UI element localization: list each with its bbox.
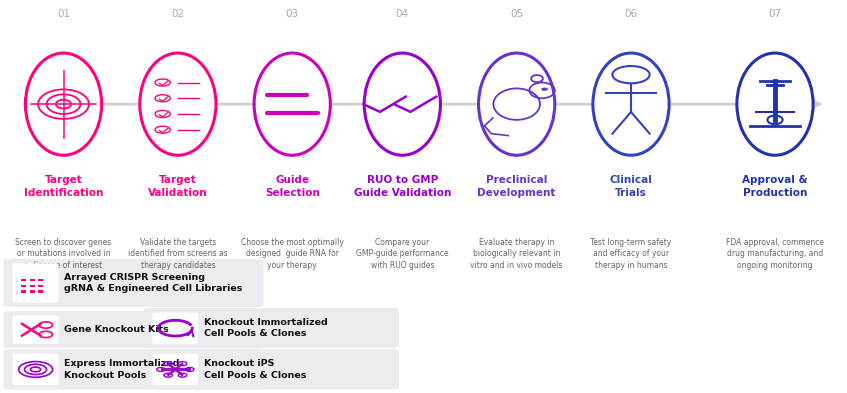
Text: Evaluate therapy in
biologically relevant in
vitro and in vivo models: Evaluate therapy in biologically relevan…	[470, 238, 563, 270]
FancyBboxPatch shape	[21, 279, 26, 281]
FancyBboxPatch shape	[3, 311, 263, 348]
Text: Clinical
Trials: Clinical Trials	[610, 175, 652, 198]
Text: Knockout iPS
Cell Pools & Clones: Knockout iPS Cell Pools & Clones	[204, 359, 307, 380]
Circle shape	[171, 367, 180, 371]
FancyBboxPatch shape	[21, 285, 26, 287]
Text: Guide
Selection: Guide Selection	[265, 175, 319, 198]
FancyBboxPatch shape	[30, 285, 35, 287]
Text: Screen to discover genes
or mutations involved in
a disease of interest: Screen to discover genes or mutations in…	[15, 238, 112, 270]
Text: Validate the targets
identified from screens as
therapy candidates: Validate the targets identified from scr…	[128, 238, 228, 270]
Text: Knockout Immortalized
Cell Pools & Clones: Knockout Immortalized Cell Pools & Clone…	[204, 318, 328, 338]
Text: Test long-term safety
and efficacy of your
therapy in humans: Test long-term safety and efficacy of yo…	[590, 238, 672, 270]
FancyBboxPatch shape	[38, 285, 43, 287]
FancyBboxPatch shape	[38, 279, 43, 281]
Ellipse shape	[141, 55, 215, 154]
Text: Gene Knockout Kits: Gene Knockout Kits	[64, 325, 169, 334]
Text: 07: 07	[768, 9, 782, 19]
Ellipse shape	[256, 55, 329, 154]
FancyBboxPatch shape	[3, 259, 263, 307]
Text: 05: 05	[510, 9, 523, 19]
FancyBboxPatch shape	[152, 354, 198, 385]
Text: 02: 02	[171, 9, 185, 19]
Text: 06: 06	[624, 9, 638, 19]
FancyBboxPatch shape	[13, 316, 58, 344]
FancyBboxPatch shape	[30, 290, 35, 293]
FancyBboxPatch shape	[143, 349, 399, 389]
Text: Compare your
GMP-guide performance
with RUO guides: Compare your GMP-guide performance with …	[356, 238, 449, 270]
Text: Express Immortalized
Knockout Pools: Express Immortalized Knockout Pools	[64, 359, 180, 380]
FancyBboxPatch shape	[152, 312, 198, 344]
Text: RUO to GMP
Guide Validation: RUO to GMP Guide Validation	[354, 175, 451, 198]
Text: 01: 01	[57, 9, 70, 19]
Text: Target
Validation: Target Validation	[148, 175, 208, 198]
FancyBboxPatch shape	[30, 279, 35, 281]
Text: 04: 04	[396, 9, 409, 19]
Circle shape	[541, 88, 548, 91]
Ellipse shape	[366, 55, 439, 154]
Text: Choose the most optimally
designed  guide RNA for
your therapy: Choose the most optimally designed guide…	[241, 238, 344, 270]
FancyBboxPatch shape	[21, 290, 26, 293]
FancyBboxPatch shape	[13, 354, 58, 385]
Text: Target
Identification: Target Identification	[24, 175, 103, 198]
Text: 03: 03	[285, 9, 299, 19]
Text: FDA approval, commence
drug manufacturing, and
ongoing monitoring: FDA approval, commence drug manufacturin…	[726, 238, 824, 270]
Ellipse shape	[595, 55, 668, 154]
Text: Approval &
Production: Approval & Production	[742, 175, 808, 198]
Text: Preclinical
Development: Preclinical Development	[478, 175, 556, 198]
FancyBboxPatch shape	[3, 349, 263, 389]
FancyBboxPatch shape	[13, 263, 58, 303]
Ellipse shape	[26, 55, 101, 154]
Ellipse shape	[480, 55, 554, 154]
FancyBboxPatch shape	[38, 290, 43, 293]
Text: Arrayed CRISPR Screening
gRNA & Engineered Cell Libraries: Arrayed CRISPR Screening gRNA & Engineer…	[64, 273, 243, 293]
FancyBboxPatch shape	[143, 308, 399, 348]
Ellipse shape	[739, 55, 812, 154]
